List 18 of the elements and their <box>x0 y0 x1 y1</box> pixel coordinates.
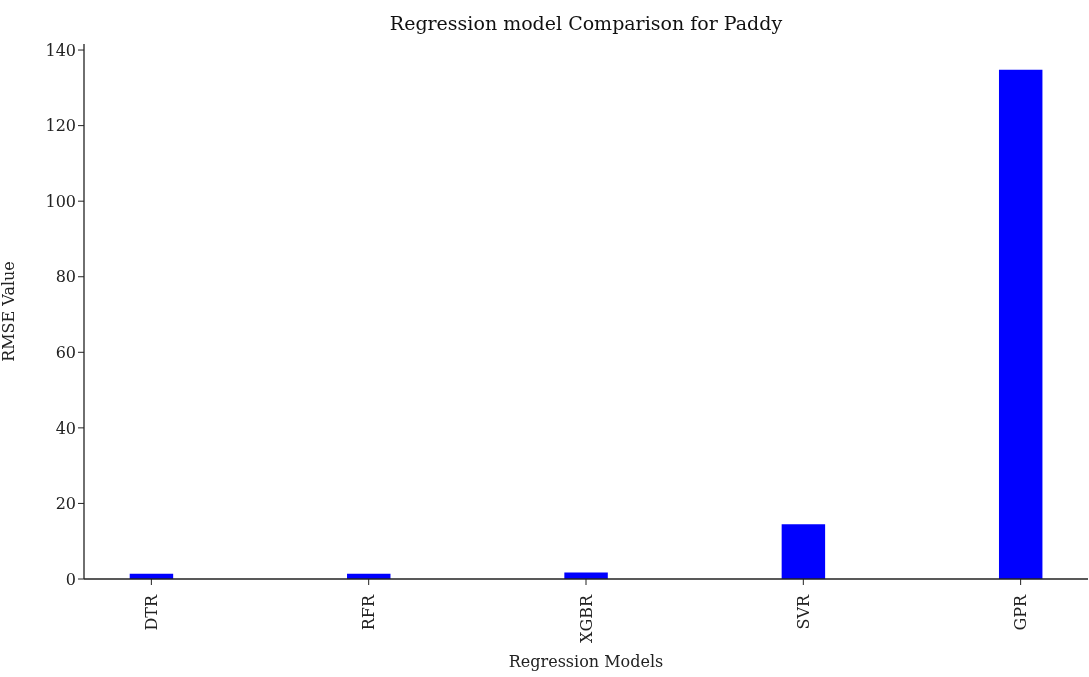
x-tick-label: SVR <box>793 594 813 630</box>
x-tick-label: GPR <box>1011 594 1031 631</box>
bar <box>998 69 1043 579</box>
y-tick-label: 40 <box>55 418 76 438</box>
x-tick-label: RFR <box>359 594 379 631</box>
x-tick-label: DTR <box>141 594 161 631</box>
y-tick-label: 140 <box>45 40 76 60</box>
y-tick-label: 0 <box>65 569 76 589</box>
x-tick-label: XGBR <box>576 594 596 643</box>
y-tick-label: 80 <box>55 267 76 287</box>
y-tick-label: 20 <box>55 494 76 514</box>
bar <box>781 524 826 579</box>
x-axis-title: Regression Models <box>508 652 664 671</box>
chart-title: Regression model Comparison for Paddy <box>388 12 784 34</box>
y-tick-label: 60 <box>55 342 76 362</box>
y-tick-label: 100 <box>45 191 76 211</box>
y-tick-label: 120 <box>45 116 76 136</box>
y-axis-title: RMSE Value <box>0 261 18 362</box>
